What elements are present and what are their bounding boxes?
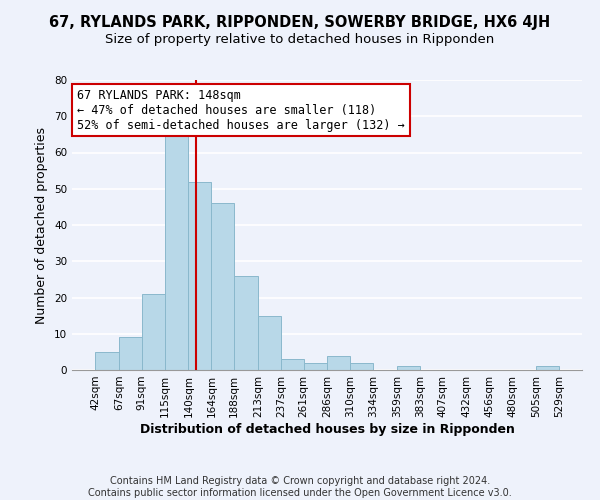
Bar	[536, 366, 559, 370]
Bar	[211, 203, 234, 370]
Y-axis label: Number of detached properties: Number of detached properties	[35, 126, 49, 324]
Bar	[304, 363, 328, 370]
Bar	[397, 366, 420, 370]
Bar	[188, 182, 211, 370]
Bar	[95, 352, 119, 370]
Bar	[328, 356, 350, 370]
Bar	[142, 294, 164, 370]
Bar	[234, 276, 258, 370]
Bar	[164, 127, 188, 370]
Text: Size of property relative to detached houses in Ripponden: Size of property relative to detached ho…	[106, 32, 494, 46]
Text: 67 RYLANDS PARK: 148sqm
← 47% of detached houses are smaller (118)
52% of semi-d: 67 RYLANDS PARK: 148sqm ← 47% of detache…	[77, 88, 405, 132]
Bar	[119, 338, 142, 370]
Text: Contains HM Land Registry data © Crown copyright and database right 2024.
Contai: Contains HM Land Registry data © Crown c…	[88, 476, 512, 498]
Bar	[281, 359, 304, 370]
X-axis label: Distribution of detached houses by size in Ripponden: Distribution of detached houses by size …	[140, 422, 514, 436]
Bar	[350, 363, 373, 370]
Bar	[258, 316, 281, 370]
Text: 67, RYLANDS PARK, RIPPONDEN, SOWERBY BRIDGE, HX6 4JH: 67, RYLANDS PARK, RIPPONDEN, SOWERBY BRI…	[49, 15, 551, 30]
